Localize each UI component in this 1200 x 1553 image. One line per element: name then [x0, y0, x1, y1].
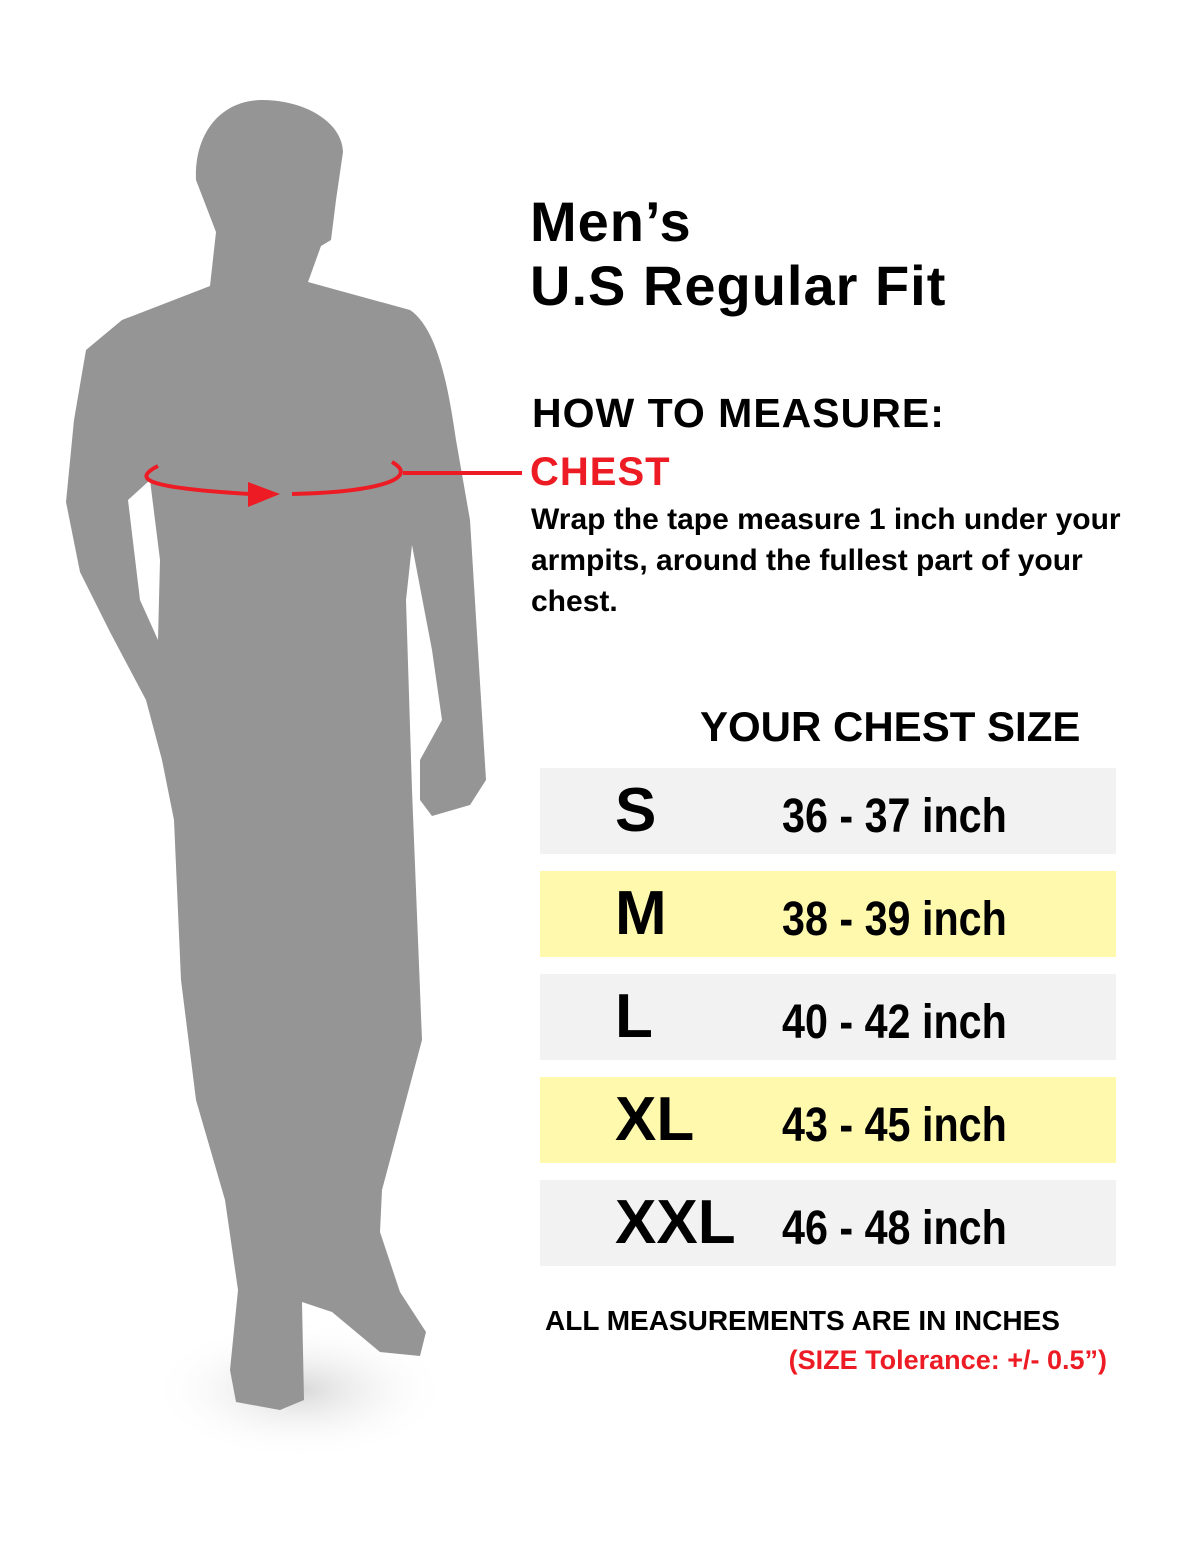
size-label: M	[615, 879, 667, 948]
title-line-2: U.S Regular Fit	[530, 254, 947, 317]
size-row: M 38 - 39 inch	[540, 871, 1116, 957]
size-label: S	[615, 776, 657, 845]
size-range: 36 - 37 inch	[782, 790, 1007, 843]
size-range: 46 - 48 inch	[782, 1202, 1007, 1255]
size-label: L	[615, 982, 653, 1051]
size-label: XXL	[615, 1188, 736, 1257]
tolerance-note: (SIZE Tolerance: +/- 0.5”)	[788, 1345, 1107, 1375]
size-row: XXL 46 - 48 inch	[540, 1180, 1116, 1266]
size-range: 38 - 39 inch	[782, 893, 1007, 946]
body-silhouette	[66, 100, 486, 1410]
size-label: XL	[615, 1085, 695, 1154]
measure-description: Wrap the tape measure 1 inch under your …	[531, 503, 1121, 618]
tape-measure-arrow-icon	[144, 460, 522, 507]
how-to-measure-heading: HOW TO MEASURE:	[532, 390, 945, 436]
size-range: 40 - 42 inch	[782, 996, 1007, 1049]
size-row: L 40 - 42 inch	[540, 974, 1116, 1060]
chest-size-header: YOUR CHEST SIZE	[700, 703, 1081, 750]
size-row: S 36 - 37 inch	[540, 768, 1116, 854]
chest-label: CHEST	[530, 450, 671, 494]
title-line-1: Men’s	[530, 190, 692, 253]
units-note: ALL MEASUREMENTS ARE IN INCHES	[545, 1305, 1060, 1336]
size-row: XL 43 - 45 inch	[540, 1077, 1116, 1163]
man-silhouette-icon	[66, 100, 522, 1460]
size-range: 43 - 45 inch	[782, 1099, 1007, 1152]
